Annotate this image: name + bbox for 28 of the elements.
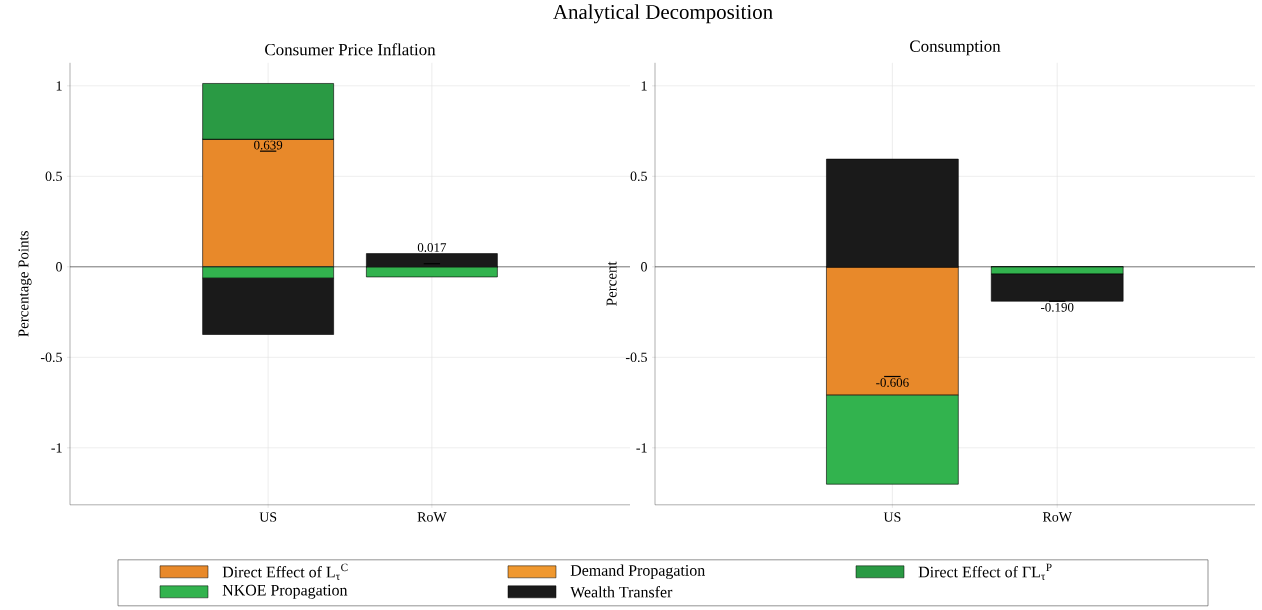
x-tick-label: RoW [1042, 512, 1072, 522]
legend-label: NKOE Propagation [222, 584, 348, 599]
y-tick-label: 0 [641, 262, 647, 272]
legend-label: Demand Propagation [570, 564, 705, 580]
total-label: 0.017 [417, 243, 447, 252]
x-tick-label: US [883, 512, 901, 522]
x-tick-label: RoW [417, 512, 447, 522]
y-tick-label: -1 [51, 443, 62, 453]
total-label: 0.639 [254, 140, 283, 150]
y-tick-label: 0 [56, 262, 62, 272]
y-tick-label: -0.5 [40, 352, 62, 363]
legend-label: Direct Effect of L$_{τ}$C [222, 563, 348, 581]
total-label: -0.606 [876, 378, 909, 388]
legend-label: Wealth Transfer [570, 586, 673, 598]
chart-title: Consumer Price Inflation [265, 43, 436, 56]
y-tick-label: 0.5 [45, 171, 62, 182]
legend-label: Direct Effect of ΓL$_{τ}$P [918, 563, 1052, 581]
y-tick-label: 1 [56, 81, 62, 91]
text: Analytical Decomposition [553, 4, 773, 24]
y-axis-title: Percentage Points [18, 231, 32, 337]
y-tick-label: 0.5 [630, 171, 647, 182]
y-tick-label: 1 [641, 81, 647, 91]
y-axis-title: Percent [606, 261, 617, 306]
y-tick-label: -1 [636, 443, 647, 453]
x-tick-label: US [259, 512, 277, 522]
chart-title: Consumption [910, 40, 1001, 56]
y-tick-label: -0.5 [625, 352, 647, 363]
total-label: -0.190 [1040, 302, 1074, 312]
